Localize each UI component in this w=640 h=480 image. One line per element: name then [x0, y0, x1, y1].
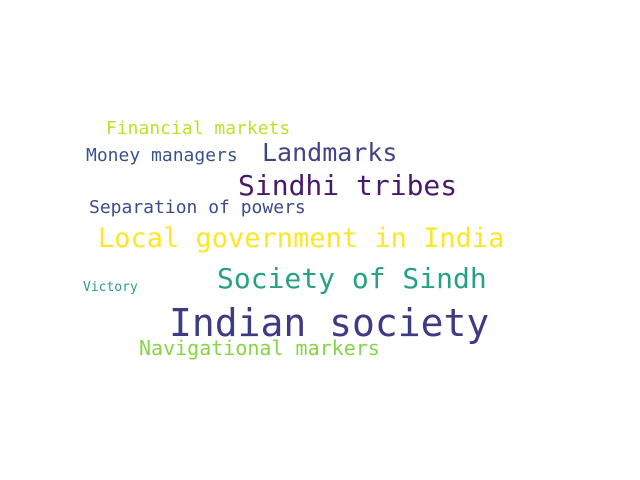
- word-society-of-sindh: Society of Sindh: [217, 262, 487, 295]
- word-indian-society: Indian society: [169, 301, 490, 345]
- word-separation-of-powers: Separation of powers: [89, 197, 306, 218]
- word-landmarks: Landmarks: [262, 138, 398, 167]
- word-local-government-in-india: Local government in India: [98, 223, 505, 254]
- word-navigational-markers: Navigational markers: [139, 336, 380, 360]
- word-money-managers: Money managers: [86, 145, 238, 166]
- word-victory: Victory: [83, 280, 138, 295]
- word-financial-markets: Financial markets: [106, 118, 291, 139]
- word-sindhi-tribes: Sindhi tribes: [238, 169, 458, 202]
